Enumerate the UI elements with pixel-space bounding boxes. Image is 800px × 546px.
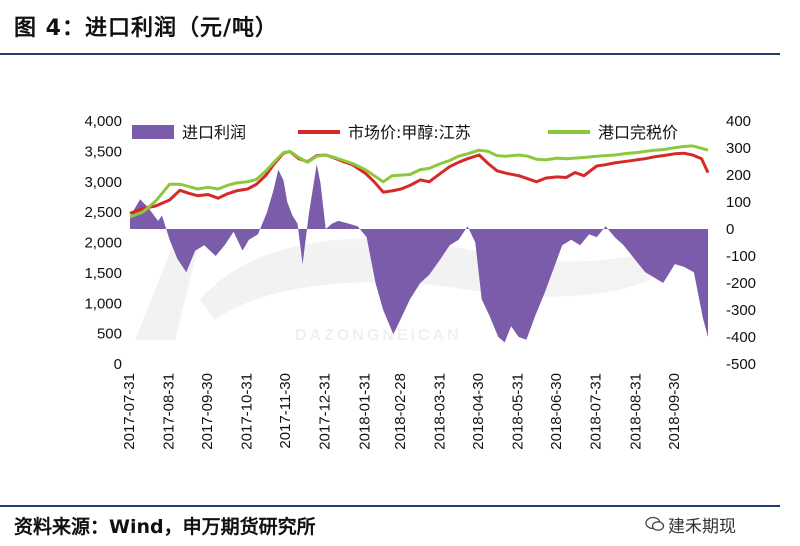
x-tick-label: 2017-07-31 <box>121 373 138 450</box>
left-tick-label: 4,000 <box>84 113 122 130</box>
source-note: 资料来源：Wind，申万期货研究所 <box>14 516 316 538</box>
right-tick-label: 300 <box>726 140 751 157</box>
series-line-1 <box>129 149 710 215</box>
left-tick-label: 3,000 <box>84 174 122 191</box>
legend-label: 市场价:甲醇:江苏 <box>348 123 471 142</box>
right-tick-label: -100 <box>726 248 756 265</box>
x-tick-label: 2018-01-31 <box>356 373 373 450</box>
right-tick-label: -200 <box>726 275 756 292</box>
x-tick-label: 2018-03-31 <box>432 373 449 450</box>
series-line-2 <box>129 144 709 219</box>
left-tick-label: 1,500 <box>84 265 122 282</box>
left-tick-label: 0 <box>114 356 122 373</box>
right-tick-label: 100 <box>726 194 751 211</box>
x-tick-label: 2018-04-30 <box>470 373 487 450</box>
x-tick-label: 2017-08-31 <box>161 373 178 450</box>
legend-label: 港口完税价 <box>598 123 678 142</box>
chart-canvas: DAZONGNEICAN 0 500 1,000 1,500 2,000 2,500 3,0… <box>84 113 756 450</box>
left-tick-label: 1,000 <box>84 295 122 312</box>
left-tick-label: 2,500 <box>84 204 122 221</box>
legend: 进口利润 市场价:甲醇:江苏 港口完税价 <box>132 123 678 142</box>
wechat-account-name: 建禾期现 <box>668 517 736 537</box>
left-tick-label: 2,000 <box>84 235 122 252</box>
right-axis-ticks: -500 -400 -300 -200 -100 0 100 200 300 400 <box>726 113 756 373</box>
x-tick-label: 2017-09-30 <box>199 373 216 450</box>
legend-swatch-area <box>132 125 174 139</box>
right-tick-label: -300 <box>726 302 756 319</box>
x-tick-label: 2018-07-31 <box>588 373 605 450</box>
left-axis-ticks: 0 500 1,000 1,500 2,000 2,500 3,000 3,500 4,000 <box>84 113 122 373</box>
x-tick-label: 2018-02-28 <box>392 373 409 450</box>
legend-label: 进口利润 <box>182 123 246 142</box>
svg-text:DAZONGNEICAN: DAZONGNEICAN <box>295 327 462 344</box>
left-tick-label: 3,500 <box>84 143 122 160</box>
x-tick-label: 2018-06-30 <box>548 373 565 450</box>
wechat-icon <box>645 516 665 531</box>
x-axis-ticks: 2017-07-31 2017-08-31 2017-09-30 2017-10-31… <box>121 373 683 450</box>
x-tick-label: 2018-05-31 <box>510 373 527 450</box>
x-tick-label: 2018-08-31 <box>627 373 644 450</box>
x-tick-label: 2017-11-30 <box>277 373 294 449</box>
x-tick-label: 2017-10-31 <box>239 373 256 450</box>
x-tick-label: 2018-09-30 <box>666 373 683 450</box>
right-tick-label: -400 <box>726 329 756 346</box>
right-tick-label: -500 <box>726 356 756 373</box>
page-title: 图 4：进口利润（元/吨） <box>14 16 279 41</box>
x-tick-label: 2017-12-31 <box>317 373 334 450</box>
right-tick-label: 200 <box>726 167 751 184</box>
left-tick-label: 500 <box>97 326 122 343</box>
footer-divider <box>0 505 780 507</box>
title-divider <box>0 53 780 55</box>
price-lines <box>129 144 710 219</box>
right-tick-label: 0 <box>726 221 734 238</box>
series-area-import-profit <box>130 164 708 343</box>
import-profit-area <box>130 164 708 343</box>
right-tick-label: 400 <box>726 113 751 130</box>
